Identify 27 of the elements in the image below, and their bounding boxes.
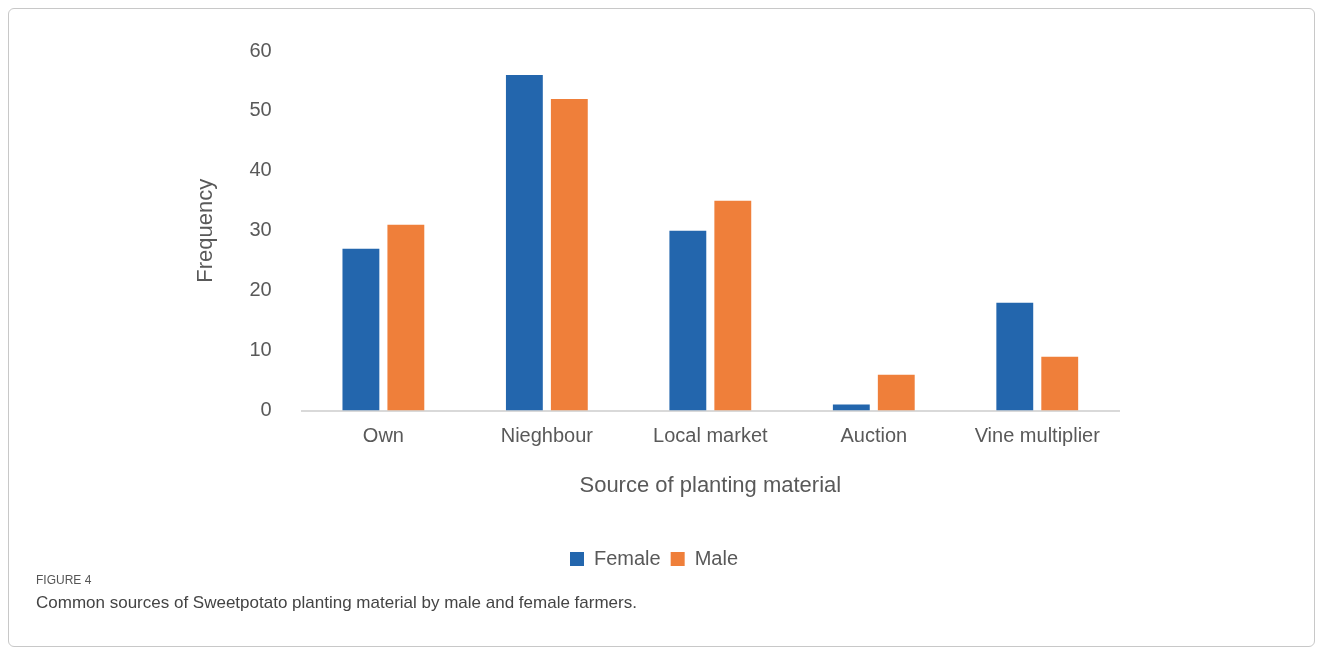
bar: [714, 200, 752, 411]
x-tick-label: Nieghbour: [500, 424, 594, 447]
x-tick-label: Vine multiplier: [974, 424, 1101, 447]
y-tick-label: 10: [249, 338, 272, 361]
x-tick-label: Auction: [840, 424, 908, 447]
legend-label: Male: [694, 546, 739, 569]
bar: [996, 302, 1034, 411]
bar: [387, 224, 425, 411]
text: Common sources of Sweetpotato planting material by male and female farmers.: [36, 593, 638, 613]
x-axis-title: Source of planting material: [579, 471, 842, 497]
y-tick-label: 40: [249, 158, 272, 181]
legend-label: Female: [593, 546, 661, 569]
y-tick-label: 0: [260, 398, 272, 421]
bar: [1041, 356, 1079, 411]
bar: [505, 74, 543, 411]
bar: [342, 248, 380, 411]
bar: [550, 98, 588, 411]
x-tick-label: Local market: [653, 424, 769, 447]
y-tick-label: 30: [249, 218, 272, 241]
x-tick-label: Own: [362, 424, 404, 447]
y-tick-label: 60: [249, 38, 272, 61]
y-tick-label: 20: [249, 278, 272, 301]
bar: [669, 230, 707, 411]
y-axis-title: Frequency: [192, 178, 218, 283]
caption: FIGURE 4: [36, 573, 93, 587]
y-tick-label: 50: [249, 98, 272, 121]
bar: [877, 374, 915, 411]
